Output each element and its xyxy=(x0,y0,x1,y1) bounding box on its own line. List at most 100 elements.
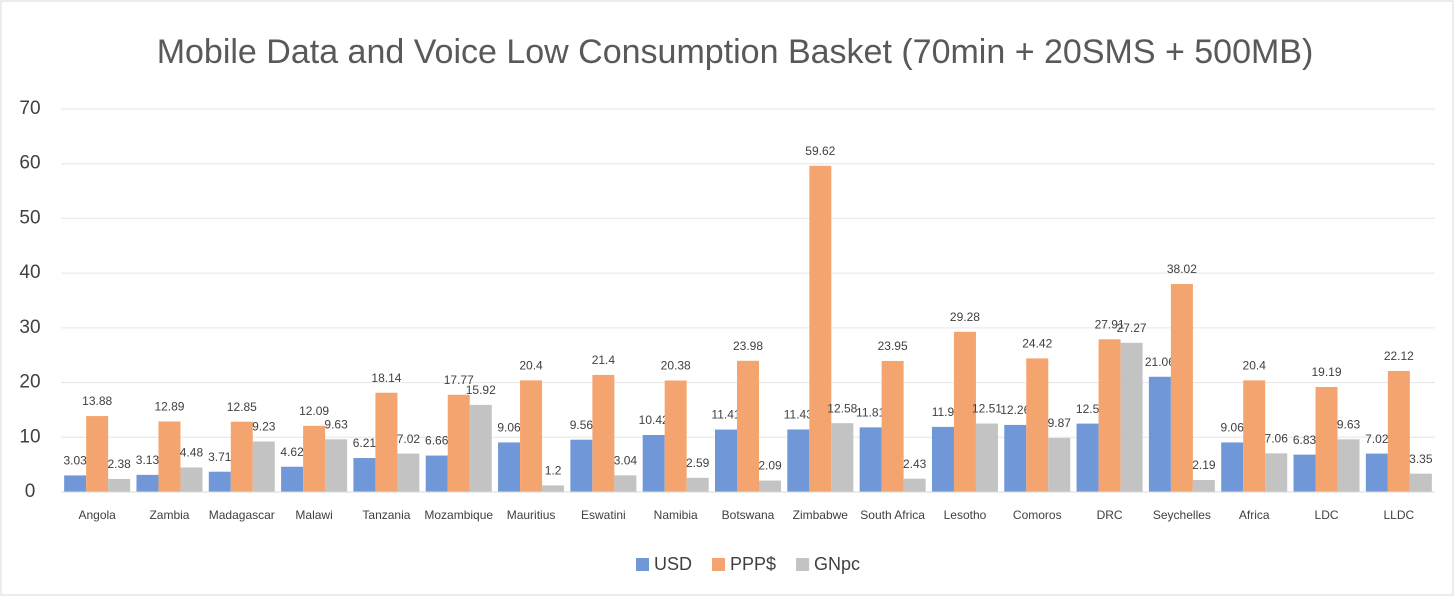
data-label: 6.21 xyxy=(353,436,377,450)
bar xyxy=(1026,358,1049,492)
bar xyxy=(931,426,954,492)
bar xyxy=(425,455,448,492)
bar xyxy=(158,421,181,492)
data-label: 12.51 xyxy=(972,402,1002,416)
bar xyxy=(1076,423,1099,492)
x-tick-label: Eswatini xyxy=(581,508,626,522)
x-tick-label: DRC xyxy=(1097,508,1123,522)
bar xyxy=(614,475,637,492)
bar xyxy=(303,425,326,492)
data-label: 3.03 xyxy=(63,454,87,468)
data-label: 9.23 xyxy=(252,420,276,434)
data-label: 59.62 xyxy=(805,144,835,158)
data-label: 9.63 xyxy=(1337,417,1361,431)
bar xyxy=(64,475,87,492)
data-label: 12.09 xyxy=(299,404,329,418)
chart-title: Mobile Data and Voice Low Consumption Ba… xyxy=(157,33,1314,71)
data-label: 3.71 xyxy=(208,450,232,464)
bar xyxy=(469,404,492,492)
y-tick-label: 30 xyxy=(19,317,40,338)
bar xyxy=(1048,437,1071,492)
x-tick-label: Malawi xyxy=(295,508,332,522)
data-label: 2.19 xyxy=(1192,458,1216,472)
data-label: 9.63 xyxy=(324,417,348,431)
data-label: 21.06 xyxy=(1145,355,1175,369)
data-label: 9.06 xyxy=(1221,421,1245,435)
bar xyxy=(831,423,854,492)
bar xyxy=(86,416,109,492)
data-label: 6.66 xyxy=(425,434,449,448)
bar xyxy=(859,427,882,492)
data-label: 23.98 xyxy=(733,339,763,353)
bar xyxy=(642,434,665,492)
bar xyxy=(1243,380,1266,492)
data-label: 7.02 xyxy=(1365,432,1389,446)
bar xyxy=(953,331,976,492)
data-label: 29.28 xyxy=(950,310,980,324)
data-label: 19.19 xyxy=(1312,365,1342,379)
bar xyxy=(759,480,781,492)
bar xyxy=(1315,387,1338,492)
data-label: 12.26 xyxy=(1000,403,1030,417)
bar xyxy=(1365,453,1388,492)
bar xyxy=(1004,424,1027,492)
bar xyxy=(787,429,810,492)
bar xyxy=(1221,442,1244,492)
x-tick-label: Mauritius xyxy=(507,508,556,522)
y-tick-label: 60 xyxy=(19,153,40,174)
y-tick-label: 20 xyxy=(19,372,40,393)
x-tick-label: Lesotho xyxy=(944,508,987,522)
x-tick-label: South Africa xyxy=(860,508,925,522)
legend-swatch xyxy=(796,558,810,571)
bar xyxy=(108,478,131,492)
bar xyxy=(715,429,737,492)
data-label: 7.06 xyxy=(1265,432,1289,446)
data-label: 6.83 xyxy=(1293,433,1317,447)
data-label: 7.02 xyxy=(397,432,421,446)
bar xyxy=(592,374,615,492)
data-label: 12.5 xyxy=(1076,402,1100,416)
bar xyxy=(1098,339,1121,492)
bar xyxy=(570,439,593,492)
x-tick-label: LLDC xyxy=(1383,508,1414,522)
x-tick-label: Botswana xyxy=(722,508,775,522)
x-tick-label: Madagascar xyxy=(209,508,275,522)
y-tick-label: 10 xyxy=(19,426,40,447)
data-label: 11.81 xyxy=(856,406,885,420)
bar xyxy=(520,380,543,492)
bar xyxy=(375,392,398,492)
data-label: 11.9 xyxy=(932,405,955,419)
data-label: 21.4 xyxy=(592,353,616,367)
data-label: 38.02 xyxy=(1167,262,1197,276)
data-label: 15.92 xyxy=(466,383,496,397)
bar xyxy=(686,477,709,492)
bar xyxy=(1148,376,1171,492)
bar xyxy=(1265,453,1288,492)
bar xyxy=(208,471,231,492)
bar xyxy=(498,442,521,492)
data-label: 20.4 xyxy=(1243,359,1267,373)
data-label: 2.59 xyxy=(686,456,710,470)
bar xyxy=(1409,473,1432,492)
bar xyxy=(1337,439,1360,492)
bar xyxy=(1387,370,1410,492)
data-label: 27.27 xyxy=(1117,321,1147,335)
bar xyxy=(353,458,376,492)
bar xyxy=(136,474,159,492)
y-tick-label: 70 xyxy=(19,98,40,119)
data-label: 27.91 xyxy=(1095,317,1125,331)
data-label: 2.38 xyxy=(107,457,131,471)
x-tick-label: Africa xyxy=(1239,508,1270,522)
data-label: 1.2 xyxy=(545,464,562,478)
bar xyxy=(447,394,470,492)
data-label: 11.41 xyxy=(711,408,740,422)
data-label: 2.43 xyxy=(903,457,927,471)
data-label: 11.43 xyxy=(784,408,813,422)
data-label: 9.56 xyxy=(570,418,594,432)
data-label: 10.42 xyxy=(639,413,669,427)
data-label: 9.87 xyxy=(1048,416,1072,430)
bar xyxy=(180,467,203,492)
y-tick-label: 0 xyxy=(25,481,36,502)
